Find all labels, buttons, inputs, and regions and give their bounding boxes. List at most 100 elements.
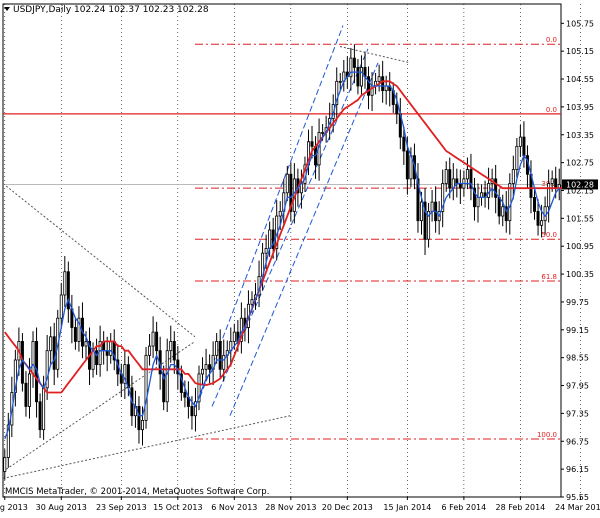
candle-body [472, 187, 476, 208]
blue-moving-average [4, 71, 560, 440]
price-tick-label: 103.35 [566, 131, 594, 140]
candle-body [441, 183, 445, 212]
price-tick-label: 96.75 [566, 437, 589, 446]
grid [2, 3, 581, 498]
candle-body [84, 341, 88, 347]
candle-body [268, 229, 272, 249]
price-tick-label: 100.35 [566, 270, 594, 279]
price-tick-label: 95.55 [566, 493, 589, 502]
candle-body [109, 341, 113, 356]
candle-body [497, 197, 501, 217]
price-axis: 105.75 105.15 104.55 103.95 103.35 102.75 102.… [561, 19, 598, 502]
copyright-text: MMCIS MetaTrader, © 2001-2014, MetaQuote… [5, 487, 269, 497]
time-tick-label: 28 Nov 2013 [265, 503, 316, 512]
candle-body [550, 178, 554, 184]
candle-body [183, 392, 187, 398]
candle-body [420, 201, 423, 222]
time-tick-label: 8 Aug 2013 [0, 503, 28, 512]
candle-body [151, 331, 155, 347]
current-price-box [562, 179, 598, 190]
candle-body [208, 364, 212, 370]
candle-body [384, 85, 388, 92]
candle-body [77, 317, 81, 342]
candle-body [427, 210, 431, 240]
price-tick-label: 101.55 [566, 214, 594, 223]
candle-body [381, 76, 385, 92]
candle-body [165, 350, 169, 403]
time-tick-label: 23 Sep 2013 [96, 503, 147, 512]
candle-body [141, 419, 144, 431]
time-axis: 8 Aug 2013 30 Aug 2013 23 Sep 2013 15 Oct 2… [0, 497, 600, 512]
candle-body [6, 424, 10, 458]
candle-body [52, 336, 56, 370]
candle-body [540, 220, 544, 226]
triangle-upper-line [2, 183, 196, 338]
candle-body [197, 373, 201, 403]
candle-body [45, 350, 49, 389]
candle-body [554, 178, 558, 189]
candle-body [42, 387, 46, 431]
candle-body [458, 183, 462, 189]
candle-body [338, 80, 342, 83]
candle-body [352, 57, 356, 68]
candle-body [162, 373, 166, 403]
candle-body [511, 169, 515, 184]
candle-body [24, 382, 28, 407]
price-tick-label: 99.75 [566, 298, 589, 307]
channel-lower-line [229, 62, 379, 416]
time-tick-label: 24 Mar 2014 [555, 503, 600, 512]
candle-body [95, 350, 99, 366]
candle-body [423, 201, 427, 240]
candle-body [3, 457, 7, 472]
price-tick-label: 97.35 [566, 409, 589, 418]
candle-body [547, 183, 551, 208]
candle-body [533, 197, 537, 212]
candle-body [144, 354, 148, 421]
candle-body [465, 169, 469, 180]
candle-body [31, 341, 35, 375]
current-price-label: 102.28 [566, 180, 594, 189]
candle-body [515, 145, 519, 170]
candle-body [501, 206, 505, 217]
candle-body [250, 299, 254, 305]
candle-body [321, 132, 325, 134]
candle-body [137, 406, 141, 431]
candle-body [201, 368, 205, 375]
time-tick-label: 6 Nov 2013 [211, 503, 257, 512]
candle-body [522, 136, 526, 157]
candle-body [172, 341, 176, 361]
time-tick-label: 30 Aug 2013 [36, 503, 87, 512]
price-tick-label: 102.15 [566, 186, 594, 195]
candle-body [169, 341, 173, 352]
channel-upper-line [199, 25, 344, 398]
price-tick-label: 105.75 [566, 19, 594, 28]
candle-body [518, 136, 522, 147]
dropdown-triangle-icon[interactable] [4, 7, 10, 11]
candle-body [416, 178, 420, 222]
candle-body [278, 210, 282, 217]
candle-body [73, 327, 77, 342]
candle-body [455, 178, 459, 184]
candle-body [105, 350, 109, 356]
candle-body [469, 169, 473, 189]
candle-body [476, 197, 480, 208]
fib-level-label: 61.8 [541, 273, 557, 281]
candle-body [13, 359, 17, 393]
candle-body [504, 206, 508, 222]
candle-body [222, 354, 226, 370]
candle-body [430, 201, 434, 212]
candle-body [215, 341, 219, 356]
price-tick-label: 104.55 [566, 75, 594, 84]
fib-level-label: 100.0 [537, 431, 557, 439]
red-moving-average [4, 80, 567, 394]
price-tick-label: 105.15 [566, 47, 594, 56]
candle-body [335, 80, 339, 105]
moving-averages [4, 71, 567, 440]
candle-body [494, 178, 498, 198]
candle-body [91, 350, 95, 370]
price-tick-label: 96.15 [566, 465, 589, 474]
candle-body [264, 248, 268, 254]
